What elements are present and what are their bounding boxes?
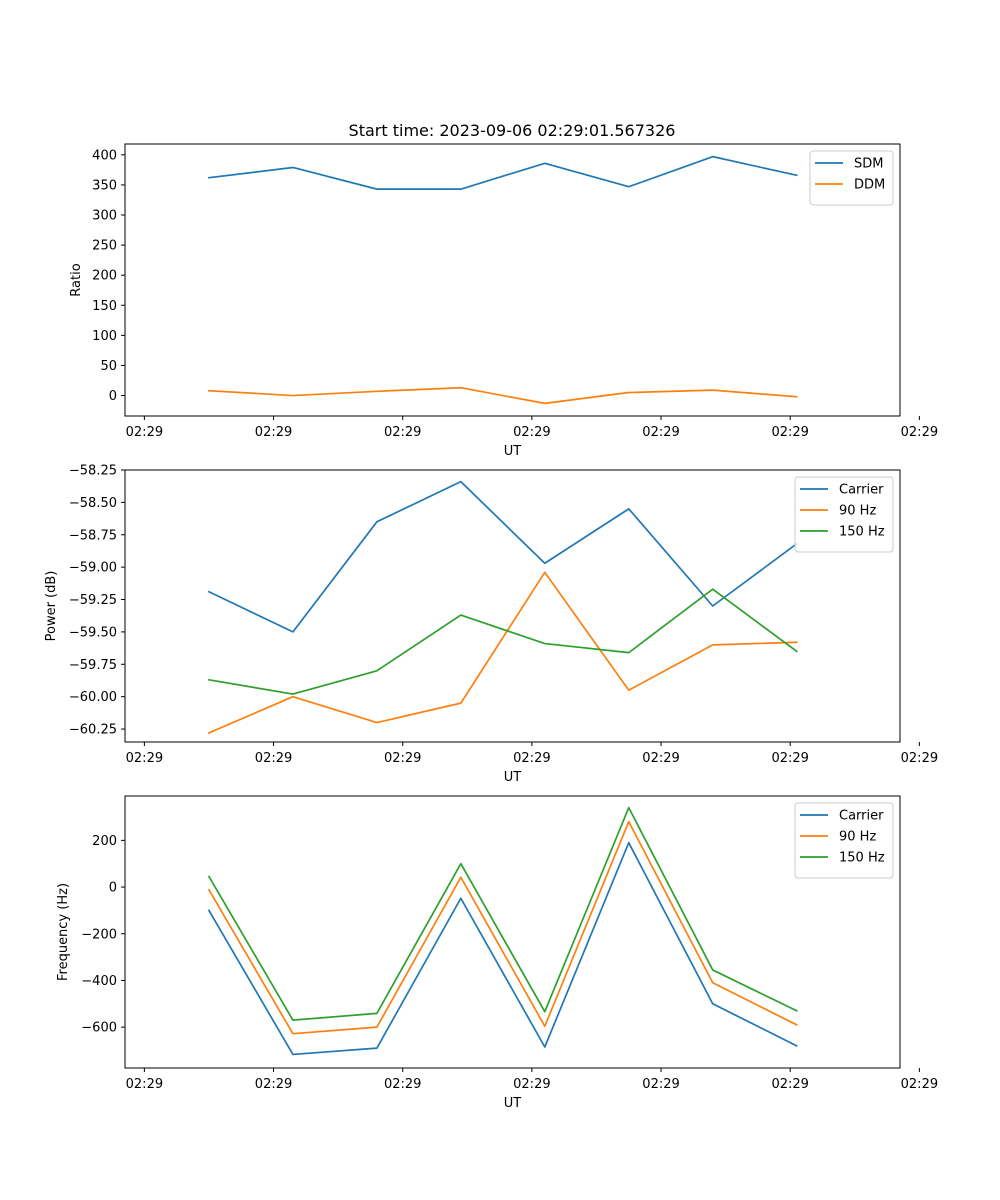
power-y-tick-label: −59.25 <box>69 593 117 608</box>
power-x-tick-label: 02:29 <box>901 751 938 766</box>
power-y-tick-label: −60.25 <box>69 723 117 738</box>
ratio-y-tick-label: 50 <box>100 359 117 374</box>
power-y-tick-label: −58.25 <box>69 464 117 479</box>
power-y-tick-label: −58.50 <box>69 496 117 511</box>
frequency-y-tick-label: 200 <box>92 834 117 849</box>
ratio-y-tick-label: 0 <box>109 389 117 404</box>
ratio-y-tick-label: 300 <box>92 209 117 224</box>
frequency-legend-label: Carrier <box>839 809 884 824</box>
frequency-series-150-hz-line <box>207 806 798 1021</box>
frequency-series-90-hz-line <box>207 820 798 1035</box>
power-series-carrier-line <box>207 480 798 633</box>
ratio-y-axis-label: Ratio <box>69 263 84 296</box>
power-x-tick-label: 02:29 <box>255 751 292 766</box>
frequency-axes-frame <box>124 795 901 1069</box>
frequency-legend-label: 150 Hz <box>839 851 885 866</box>
power-x-tick-label: 02:29 <box>771 751 808 766</box>
power-y-tick-label: −59.50 <box>69 625 117 640</box>
frequency-x-tick-label: 02:29 <box>901 1077 938 1092</box>
power-x-tick-label: 02:29 <box>126 751 163 766</box>
ratio-y-tick-label: 400 <box>92 148 117 163</box>
frequency-x-tick-label: 02:29 <box>513 1077 550 1092</box>
ratio-panel: 02:2902:2902:2902:2902:2902:2902:2902:30… <box>69 143 938 459</box>
power-x-tick-label: 02:29 <box>513 751 550 766</box>
ratio-axes-frame <box>124 143 901 417</box>
frequency-x-axis-label: UT <box>504 1096 522 1111</box>
ratio-series-ddm-line <box>208 386 798 405</box>
frequency-x-tick-label: 02:29 <box>771 1077 808 1092</box>
frequency-y-tick-label: −400 <box>81 974 117 989</box>
ratio-legend-label: DDM <box>854 178 885 193</box>
frequency-y-tick-label: −200 <box>81 927 117 942</box>
power-y-tick-label: −59.00 <box>69 561 117 576</box>
ratio-x-tick-label: 02:29 <box>771 425 808 440</box>
power-axes-frame <box>124 469 901 743</box>
power-panel: 02:2902:2902:2902:2902:2902:2902:2902:30… <box>44 464 938 786</box>
frequency-panel: 02:2902:2902:2902:2902:2902:2902:2902:30… <box>56 795 938 1111</box>
frequency-legend-box <box>794 802 894 879</box>
ratio-x-tick-label: 02:29 <box>255 425 292 440</box>
power-legend-box <box>794 476 894 553</box>
power-legend: Carrier 90 Hz 150 Hz <box>794 476 894 553</box>
ratio-x-tick-label: 02:29 <box>126 425 163 440</box>
frequency-x-tick-label: 02:29 <box>642 1077 679 1092</box>
ratio-y-tick-label: 100 <box>92 329 117 344</box>
power-legend-label: 150 Hz <box>839 525 885 540</box>
power-x-tick-label: 02:29 <box>642 751 679 766</box>
frequency-y-tick-label: 0 <box>109 881 117 896</box>
ratio-y-tick-label: 250 <box>92 239 117 254</box>
power-y-axis-label: Power (dB) <box>44 571 59 642</box>
frequency-y-tick-label: −600 <box>81 1021 117 1036</box>
frequency-y-axis-label: Frequency (Hz) <box>56 883 71 981</box>
ratio-x-tick-label: 02:29 <box>513 425 550 440</box>
ratio-x-tick-label: 02:29 <box>384 425 421 440</box>
ratio-legend: SDM DDM <box>809 150 894 206</box>
ratio-series-sdm-line <box>208 155 798 190</box>
frequency-x-tick-label: 02:29 <box>255 1077 292 1092</box>
ratio-x-axis-label: UT <box>504 444 522 459</box>
power-x-axis-label: UT <box>504 770 522 785</box>
power-y-tick-label: −60.00 <box>69 690 117 705</box>
frequency-legend: Carrier 90 Hz 150 Hz <box>794 802 894 879</box>
frequency-x-tick-label: 02:29 <box>384 1077 421 1092</box>
frequency-series-carrier-line <box>207 841 798 1056</box>
power-x-tick-label: 02:29 <box>384 751 421 766</box>
power-series-90-hz-line <box>207 571 798 735</box>
ratio-y-tick-label: 200 <box>92 269 117 284</box>
frequency-x-tick-label: 02:29 <box>126 1077 163 1092</box>
ratio-legend-box <box>809 150 894 206</box>
ratio-y-tick-label: 350 <box>92 178 117 193</box>
power-series-150-hz-line <box>207 588 798 695</box>
frequency-legend-label: 90 Hz <box>839 830 876 845</box>
power-legend-label: Carrier <box>839 483 884 498</box>
ratio-x-tick-label: 02:29 <box>901 425 938 440</box>
ratio-x-tick-label: 02:29 <box>642 425 679 440</box>
power-legend-label: 90 Hz <box>839 504 876 519</box>
ratio-y-tick-label: 150 <box>92 299 117 314</box>
power-y-tick-label: −58.75 <box>69 528 117 543</box>
power-y-tick-label: −59.75 <box>69 658 117 673</box>
figure-title: Start time: 2023-09-06 02:29:01.567326 <box>349 121 676 140</box>
ratio-legend-label: SDM <box>854 157 883 172</box>
